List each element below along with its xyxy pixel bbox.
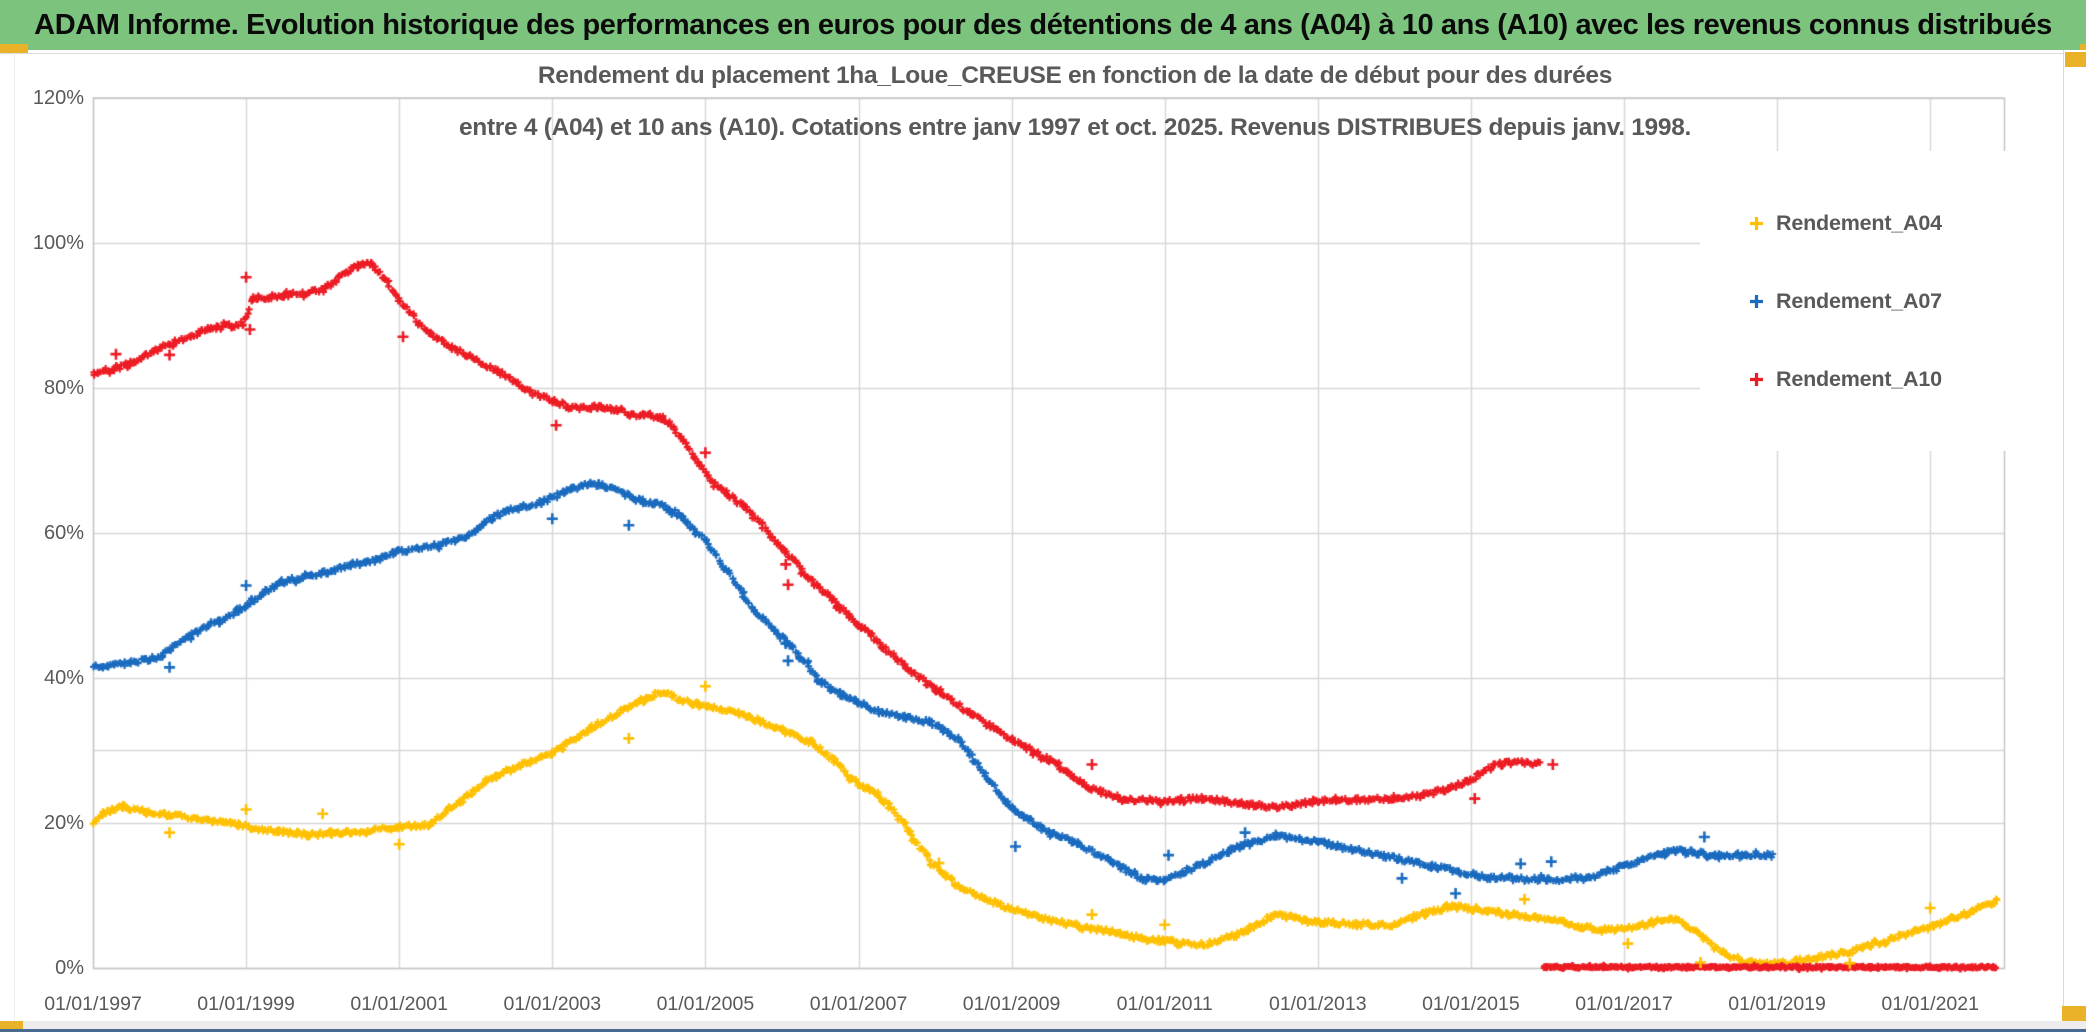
y-tick-label: 20% [43,811,84,834]
plus-marker-icon [1750,294,1763,308]
x-tick-label: 01/01/2011 [1116,993,1213,1015]
legend-item-rendement_a10[interactable]: Rendement_A10 [1748,364,1942,394]
plus-marker-icon [1750,216,1763,230]
x-tick-label: 01/01/2003 [503,993,602,1015]
window-bottom-edge [0,1029,2086,1032]
chart-container: Rendement du placement 1ha_Loue_CREUSE e… [0,53,2086,1022]
x-tick-label: 01/01/2001 [350,993,448,1015]
banner-title: ADAM Informe. Evolution historique des p… [34,8,2052,41]
chart-title-line1: Rendement du placement 1ha_Loue_CREUSE e… [537,62,1613,89]
y-tick-label: 0% [55,956,84,979]
legend-label: Rendement_A10 [1776,366,1942,391]
y-tick-label: 100% [32,231,84,254]
horizontal-scrollbar[interactable] [0,1021,2086,1029]
x-tick-label: 01/01/2005 [656,993,755,1015]
right-margin-strip [2063,50,2086,1021]
gold-corner-chip-left [0,44,28,53]
chart-title-line2: entre 4 (A04) et 10 ans (A10). Cotations… [458,114,1692,141]
x-tick-label: 01/01/2017 [1575,993,1673,1015]
x-tick-label: 01/01/2019 [1728,993,1826,1015]
gold-corner-chip-bottom-right [2062,1006,2086,1021]
legend-item-rendement_a04[interactable]: Rendement_A04 [1748,208,1942,238]
chart-legend: Rendement_A04 Rendement_A07 Rendement_A10 [1700,151,2062,451]
x-tick-label: 01/01/2021 [1881,993,1979,1015]
x-tick-label: 01/01/2015 [1422,993,1520,1015]
banner: ADAM Informe. Evolution historique des p… [0,0,2086,50]
plus-marker-icon [1750,372,1763,386]
gold-corner-chip-right [2080,44,2086,53]
sheet-left-divider [14,53,15,1021]
x-tick-label: 01/01/1999 [197,993,295,1015]
x-tick-label: 01/01/1997 [44,993,142,1015]
x-tick-label: 01/01/2007 [809,993,908,1015]
y-tick-label: 60% [43,521,84,544]
legend-item-rendement_a07[interactable]: Rendement_A07 [1748,286,1942,316]
x-tick-label: 01/01/2009 [962,993,1061,1015]
x-tick-label: 01/01/2013 [1268,993,1367,1015]
gold-corner-chip-top-right [2065,52,2086,67]
y-tick-label: 40% [43,666,84,689]
y-tick-label: 120% [32,86,84,109]
legend-label: Rendement_A07 [1776,288,1942,313]
y-tick-label: 80% [43,376,84,399]
legend-label: Rendement_A04 [1776,210,1942,235]
scrollbar-thumb[interactable] [0,1021,23,1029]
